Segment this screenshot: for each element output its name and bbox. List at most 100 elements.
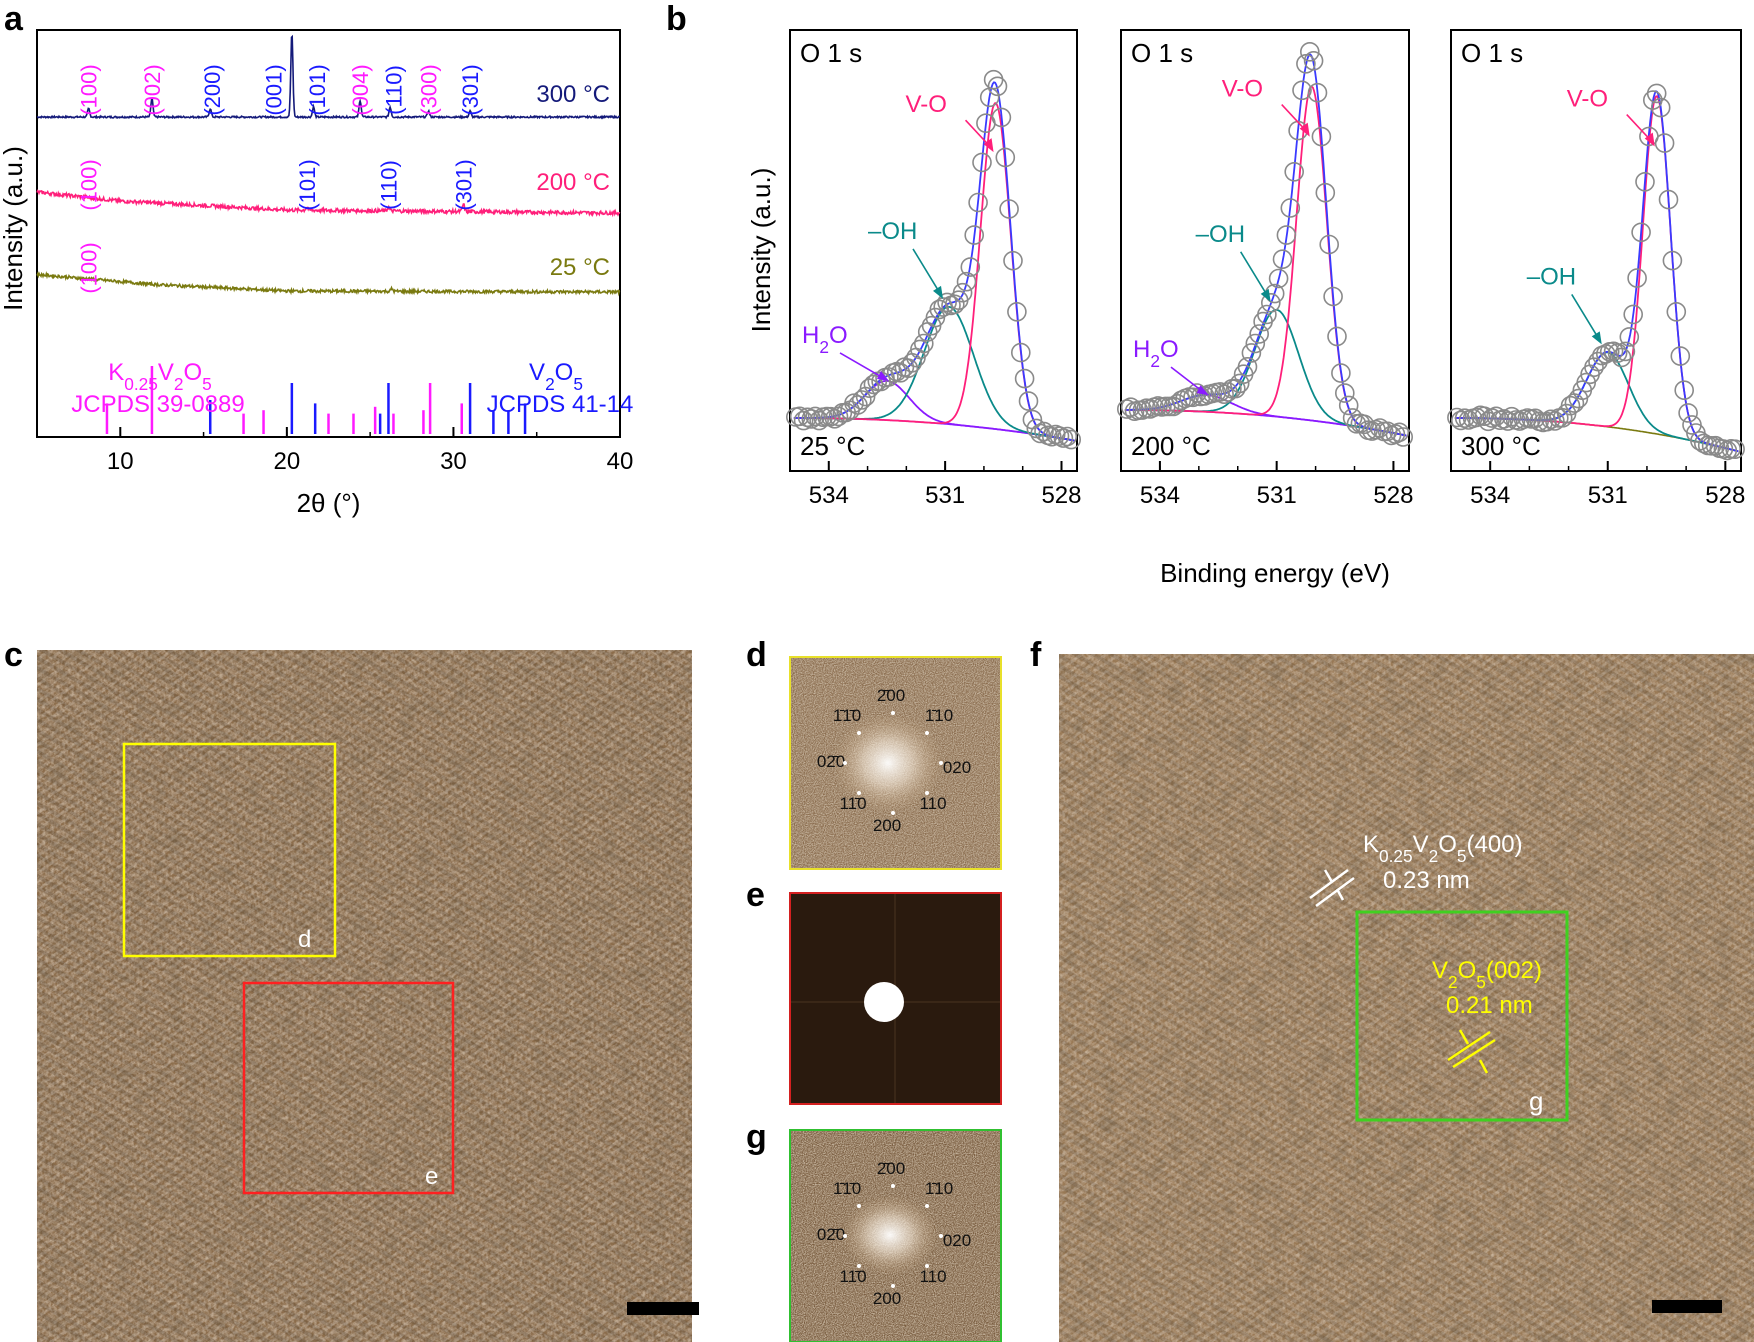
xps-data-point: [1393, 427, 1413, 447]
hrtem-image-c: [37, 650, 692, 1342]
xps-vo-arrowhead: [1644, 132, 1655, 147]
spacing-marker-v: [1447, 1029, 1496, 1074]
fft-spot: [857, 791, 861, 795]
xps-data-point: [1280, 198, 1301, 218]
xrd-ref-jcpds-v: JCPDS 41-14: [487, 391, 634, 418]
xps-tick-label: 534: [809, 482, 849, 509]
fft-index-label: 2̄00: [877, 1159, 905, 1178]
xps-vo-component: [793, 101, 1075, 442]
formula-part: K: [1363, 831, 1379, 858]
xps-data-point: [1568, 388, 1589, 409]
fft-index-label: 200: [873, 816, 901, 835]
xrd-tick-label: 40: [607, 448, 634, 475]
formula-part: O: [1458, 957, 1477, 984]
xps-vo-label: V-O: [1567, 86, 1608, 113]
xps-data-point: [801, 409, 822, 429]
xps-oh-arrow: [1239, 251, 1270, 299]
xps-h2o-label-part: 2: [819, 337, 829, 357]
xps-data-point: [1607, 343, 1628, 363]
xrd-peak-label: (301): [451, 159, 476, 210]
panel-letter-f: f: [1030, 636, 1042, 674]
xrd-ref-label-v-part: V: [529, 359, 545, 386]
spacing-marker-k: [1309, 868, 1355, 908]
xps-oh-arrowhead: [1591, 331, 1602, 345]
xps-tick-label: 528: [1373, 482, 1413, 509]
xps-data-point: [999, 199, 1019, 219]
xps-data-point: [1237, 356, 1258, 377]
xrd-ref-label-k-part: V: [158, 359, 174, 386]
xps-data-point: [1042, 426, 1062, 447]
xps-data-point: [1385, 424, 1406, 444]
xrd-ref-label-v-part: O: [555, 359, 574, 386]
xps-data-point: [1210, 382, 1230, 402]
xps-data-point: [1007, 301, 1027, 322]
xps-data-point: [1331, 363, 1351, 383]
xps-data-point: [1030, 423, 1050, 444]
xrd-peak-label: (100): [77, 242, 102, 293]
xps-data-point: [964, 225, 985, 245]
xps-data-point: [1117, 399, 1137, 419]
xps-data-point: [1319, 234, 1339, 255]
xps-data-point: [910, 339, 930, 360]
xrd-peak-label: (004): [348, 64, 373, 115]
fft-g: [789, 1129, 1002, 1342]
xps-data-point: [1627, 268, 1647, 288]
xrd-chart: 10 20 30 40 2θ (°) Intensity (a.u.) 300 °C 200 …: [0, 29, 634, 518]
region-box-e: [242, 981, 455, 1195]
xps-data-point: [1057, 426, 1078, 447]
xps-data-point: [991, 107, 1012, 128]
miller-index: (400): [1467, 831, 1523, 858]
xps-h2o-label-part: O: [829, 322, 848, 349]
xps-data-point: [1389, 422, 1410, 443]
xps-data-point: [1268, 268, 1289, 289]
xps-data-point: [1588, 351, 1608, 372]
xps-frame: [1120, 29, 1410, 472]
xps-oh-arrowhead: [1260, 288, 1271, 302]
xps-data-point: [1451, 410, 1471, 431]
xps-data-point: [1537, 411, 1557, 432]
xps-data-point: [1725, 439, 1745, 460]
xps-data-point: [1003, 250, 1023, 271]
xps-title: O 1 s: [1461, 38, 1523, 68]
xps-vo-arrowhead: [983, 138, 994, 153]
xps-data-point: [1276, 225, 1297, 245]
xps-oh-label: –OH: [1196, 221, 1245, 248]
xps-data-point: [1010, 342, 1031, 363]
scale-bar-c: [627, 1302, 699, 1315]
xps-data-point: [1646, 83, 1667, 104]
xrd-series-0: [36, 34, 621, 120]
region-label-d: d: [298, 926, 311, 953]
lattice-label-k: K0.25V2O5(400): [1363, 831, 1523, 866]
xps-data-point: [1611, 347, 1632, 368]
panel-letter-c: c: [4, 636, 23, 674]
xps-data-point: [1014, 368, 1035, 389]
xps-vo-component: [1454, 95, 1739, 453]
xrd-peak-label: (100): [77, 64, 102, 115]
xps-xlabel: Binding energy (eV): [1160, 558, 1390, 588]
fft-index-label: 110: [919, 1267, 946, 1286]
xrd-ref-label-k: K0.25V2O5: [108, 359, 212, 394]
region-label-e: e: [425, 1163, 438, 1190]
xps-data-point: [859, 378, 880, 399]
formula-part: 5: [1457, 846, 1467, 866]
xrd-ref-label-v-part: 2: [545, 374, 555, 394]
xrd-tick-label: 20: [274, 448, 301, 475]
xps-data-point: [1658, 189, 1679, 210]
xps-data-point: [1662, 250, 1683, 271]
xps-data-point: [913, 333, 934, 354]
xps-data-point: [1447, 407, 1467, 428]
xps-subpanel: 534 531 528 O 1 s 200 °C V-O –OH H2O: [1117, 29, 1413, 509]
xrd-peak-label: (100): [77, 159, 102, 210]
xps-oh-arrow: [912, 248, 942, 296]
xps-h2o-label: H2O: [1133, 336, 1179, 371]
xps-data-point: [1678, 403, 1698, 423]
xps-data-point: [1560, 395, 1581, 416]
xps-h2o-label: H2O: [802, 322, 848, 357]
xps-tick-label: 531: [925, 482, 965, 509]
xps-vo-component: [1124, 85, 1407, 437]
xps-oh-arrowhead: [933, 285, 944, 299]
xps-data-point: [1466, 407, 1487, 428]
xps-data-point: [1311, 126, 1332, 147]
fft-spot: [891, 811, 895, 815]
fft-index-label: 1̄10: [925, 706, 953, 725]
